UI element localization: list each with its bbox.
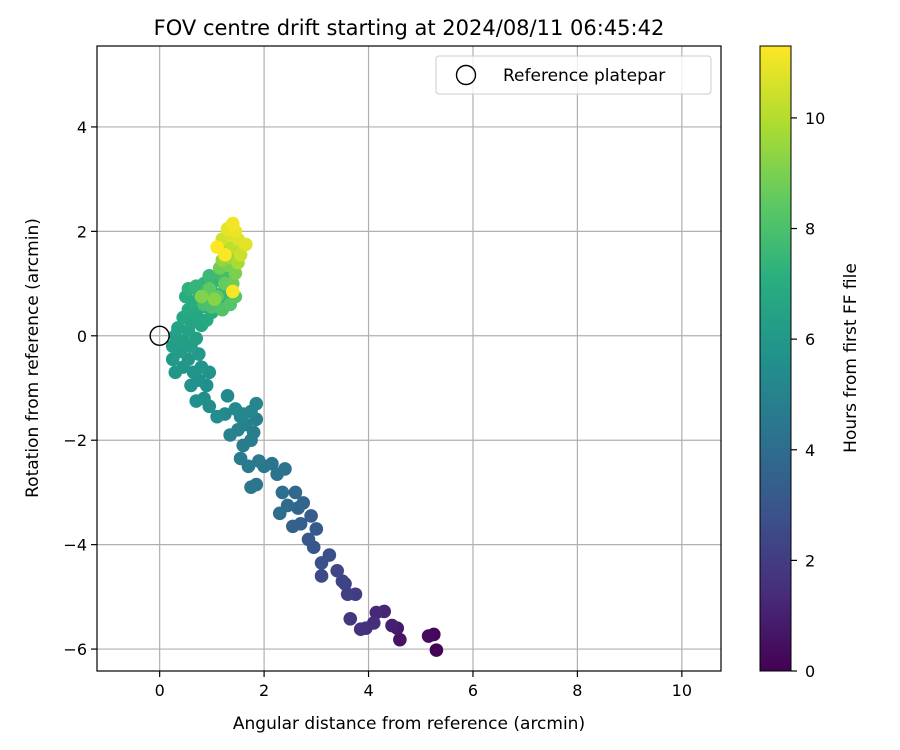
data-point [228,402,243,416]
data-point [220,389,235,403]
y-tick-label: 4 [77,118,87,137]
grid-lines [97,46,721,671]
data-point [168,365,183,380]
y-tick-label: −4 [63,536,87,555]
data-point [272,506,287,521]
y-axis-ticks: −6 −4 −2 0 2 4 [63,118,97,659]
data-point [301,532,316,547]
legend-box [435,55,712,95]
colorbar-tick-label: 0 [805,662,815,681]
x-tick-label: 8 [572,681,582,700]
data-point [223,428,237,442]
data-point [296,496,311,510]
data-point [385,618,399,633]
data-point [314,569,329,583]
data-point [275,485,290,500]
data-point [353,622,368,637]
data-point [270,467,284,481]
data-point [233,248,248,262]
data-point [330,563,345,578]
data-point [233,451,248,466]
x-tick-label: 0 [155,681,165,700]
data-point [286,519,300,534]
colorbar-tick-label: 4 [805,441,815,460]
data-point [421,629,436,643]
colorbar-tick-label: 8 [805,220,815,239]
data-point [228,266,243,280]
data-point [165,339,180,354]
reference-point [149,325,170,346]
colorbar-ticks: 0 2 4 6 8 10 [791,109,825,681]
data-point [225,284,240,299]
data-point [288,485,303,500]
data-point [393,632,407,647]
data-point [239,237,253,252]
colorbar-label: Hours from first FF file [841,263,861,453]
data-point [210,409,224,424]
data-point [171,321,185,335]
data-point [249,396,264,411]
y-tick-label: −6 [63,640,87,659]
data-point [335,574,350,588]
data-point [369,605,384,620]
data-point [343,611,358,626]
plot-frame [96,45,722,672]
data-point [244,480,258,495]
colorbar-tick-label: 2 [805,551,815,570]
data-point [189,279,204,293]
data-point [252,454,266,468]
data-point [304,509,318,523]
data-point [186,365,201,380]
data-point [225,216,240,231]
data-points [165,216,444,657]
data-point [210,240,224,254]
data-point [309,522,324,536]
x-tick-label: 6 [468,681,478,700]
data-point [202,268,217,283]
data-point [184,378,198,393]
legend-marker-icon [455,64,477,86]
colorbar-tick-label: 10 [805,109,825,128]
chart-title: FOV centre drift starting at 2024/08/11 … [154,16,665,40]
legend: Reference platepar [435,55,712,95]
x-axis-ticks: 0 2 4 6 8 10 [155,671,692,700]
y-tick-label: 0 [77,327,87,346]
data-point [189,394,204,408]
colorbar-tick-label: 6 [805,330,815,349]
x-tick-label: 10 [672,681,692,700]
data-point [194,289,209,304]
x-tick-label: 2 [259,681,269,700]
data-point [207,292,222,307]
y-axis-label: Rotation from reference (arcmin) [23,218,43,498]
data-point [429,643,444,657]
x-axis-label: Angular distance from reference (arcmin) [233,714,585,734]
legend-label: Reference platepar [503,66,665,86]
x-tick-label: 4 [363,681,373,700]
colorbar: 0 2 4 6 8 10 Hours from first FF file [759,45,861,681]
data-point [340,587,355,602]
data-point [314,556,329,570]
reference-marker [149,325,170,346]
y-tick-label: −2 [63,431,87,450]
colorbar-gradient [759,45,792,672]
y-tick-label: 2 [77,222,87,241]
